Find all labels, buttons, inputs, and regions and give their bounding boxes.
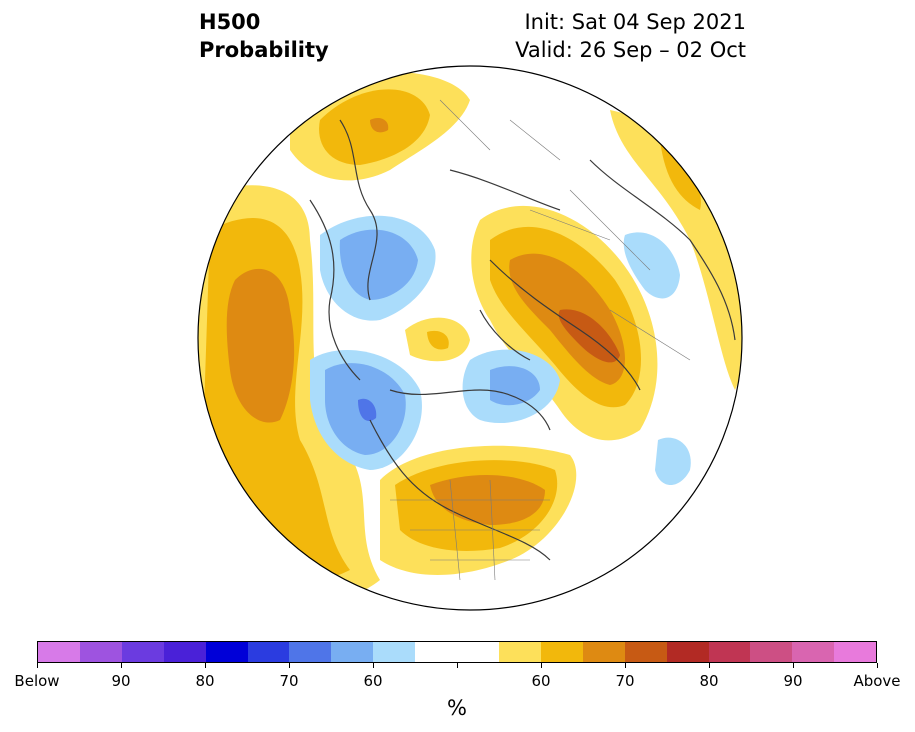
- colorbar-segment: [163, 642, 206, 662]
- colorbar-tick: [709, 663, 710, 668]
- colorbar-segment: [121, 642, 164, 662]
- colorbar-segment: [205, 642, 248, 662]
- colorbar-label: 90: [783, 672, 803, 690]
- valid-range: Valid: 26 Sep – 02 Oct: [515, 38, 746, 62]
- colorbar-segment: [582, 642, 625, 662]
- anomaly-above-65-ne: [660, 140, 701, 210]
- colorbar-label: 70: [615, 672, 635, 690]
- colorbar-tick: [793, 663, 794, 668]
- map-boundary: [197, 65, 743, 611]
- anomaly-below-60-atlantic: [655, 437, 691, 485]
- chart-title-left: H500 Probability: [199, 8, 329, 64]
- colorbar-segment: [38, 642, 80, 662]
- anomaly-below-65-hudson: [490, 366, 540, 406]
- colorbar-segment: [457, 642, 499, 662]
- colorbar: [37, 641, 877, 663]
- colorbar-label: 80: [195, 672, 215, 690]
- colorbar-labels: Below 90 80 70 60 60 70 80 90 Above: [0, 672, 915, 694]
- colorbar-segment: [247, 642, 290, 662]
- colorbar-label: 60: [363, 672, 383, 690]
- colorbar-segment: [331, 642, 374, 662]
- colorbar-tick: [37, 663, 38, 668]
- init-date: Init: Sat 04 Sep 2021: [524, 10, 746, 34]
- colorbar-segment: [624, 642, 667, 662]
- colorbar-tick: [373, 663, 374, 668]
- colorbar-tick: [457, 663, 458, 668]
- polar-map: [190, 60, 750, 620]
- colorbar-label: Above: [853, 672, 901, 690]
- colorbar-tick: [289, 663, 290, 668]
- colorbar-label: 80: [699, 672, 719, 690]
- anomaly-below-65-greenland: [339, 229, 418, 300]
- title-quantity: Probability: [199, 38, 329, 62]
- chart-title-right: Init: Sat 04 Sep 2021 Valid: 26 Sep – 02…: [515, 8, 746, 64]
- colorbar-tick: [121, 663, 122, 668]
- colorbar-tick: [541, 663, 542, 668]
- colorbar-segment: [834, 642, 877, 662]
- colorbar-tick: [625, 663, 626, 668]
- anomaly-above-65-arctic: [427, 330, 449, 350]
- colorbar-label: 60: [531, 672, 551, 690]
- colorbar-segment: [79, 642, 122, 662]
- colorbar-segment: [708, 642, 751, 662]
- coastlines: [309, 119, 736, 561]
- colorbar-tick: [205, 663, 206, 668]
- title-variable: H500: [199, 10, 261, 34]
- colorbar-tick: [877, 663, 878, 668]
- polar-stereographic-map: [197, 65, 743, 611]
- anomaly-below-60-scandinavia: [623, 232, 680, 299]
- borders: [390, 99, 691, 581]
- colorbar-label: 90: [111, 672, 131, 690]
- colorbar-segment: [666, 642, 709, 662]
- anomaly-above-70-pacific: [226, 268, 295, 423]
- colorbar-segment: [289, 642, 332, 662]
- colorbar-label: Below: [14, 672, 60, 690]
- colorbar-segment: [498, 642, 541, 662]
- colorbar-segment: [415, 642, 458, 662]
- colorbar-unit: %: [447, 696, 467, 720]
- colorbar-segment: [373, 642, 416, 662]
- colorbar-segment: [540, 642, 583, 662]
- anomaly-above-70-north: [370, 118, 389, 133]
- colorbar-segment: [792, 642, 835, 662]
- anomaly-below-70-pacific: [358, 398, 377, 421]
- colorbar-segment: [750, 642, 793, 662]
- colorbar-label: 70: [279, 672, 299, 690]
